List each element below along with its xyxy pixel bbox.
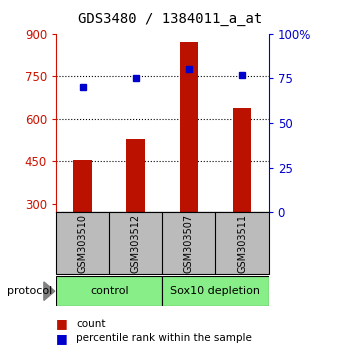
Text: GSM303507: GSM303507	[184, 214, 194, 273]
Text: count: count	[76, 319, 106, 329]
Text: control: control	[90, 286, 129, 296]
Text: GSM303510: GSM303510	[78, 214, 88, 273]
Text: Sox10 depletion: Sox10 depletion	[170, 286, 260, 296]
Polygon shape	[44, 282, 55, 301]
Text: GSM303511: GSM303511	[237, 214, 247, 273]
Bar	[126, 139, 145, 212]
Text: GDS3480 / 1384011_a_at: GDS3480 / 1384011_a_at	[78, 12, 262, 27]
Text: ■: ■	[56, 318, 68, 330]
Bar	[180, 42, 198, 212]
Text: GSM303512: GSM303512	[131, 214, 141, 273]
Bar	[56, 276, 163, 306]
Bar	[233, 108, 251, 212]
Text: protocol: protocol	[7, 286, 52, 296]
Bar	[163, 276, 269, 306]
Text: percentile rank within the sample: percentile rank within the sample	[76, 333, 252, 343]
Bar	[73, 160, 92, 212]
Text: ■: ■	[56, 332, 68, 344]
